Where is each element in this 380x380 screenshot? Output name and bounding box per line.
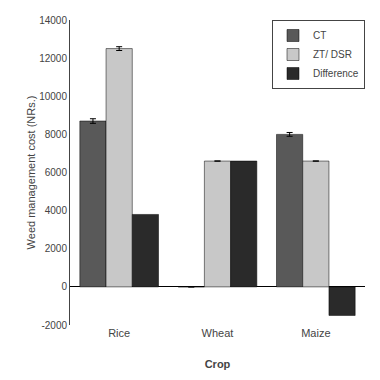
svg-text:Wheat: Wheat <box>202 327 234 339</box>
svg-text:ZT/ DSR: ZT/ DSR <box>313 49 352 60</box>
svg-text:Maize: Maize <box>301 327 330 339</box>
svg-text:8000: 8000 <box>45 129 68 140</box>
svg-text:Rice: Rice <box>108 327 130 339</box>
svg-text:10000: 10000 <box>39 91 67 102</box>
svg-text:2000: 2000 <box>45 243 68 254</box>
svg-text:12000: 12000 <box>39 53 67 64</box>
svg-text:4000: 4000 <box>45 205 68 216</box>
svg-text:14000: 14000 <box>39 15 67 26</box>
svg-text:CT: CT <box>313 30 326 41</box>
svg-text:-2000: -2000 <box>41 320 67 331</box>
svg-text:6000: 6000 <box>45 167 68 178</box>
svg-text:0: 0 <box>61 281 67 292</box>
svg-text:Weed management cost (NRs.): Weed management cost (NRs.) <box>25 96 37 250</box>
svg-text:Difference: Difference <box>313 68 359 79</box>
svg-text:Crop: Crop <box>205 358 231 370</box>
